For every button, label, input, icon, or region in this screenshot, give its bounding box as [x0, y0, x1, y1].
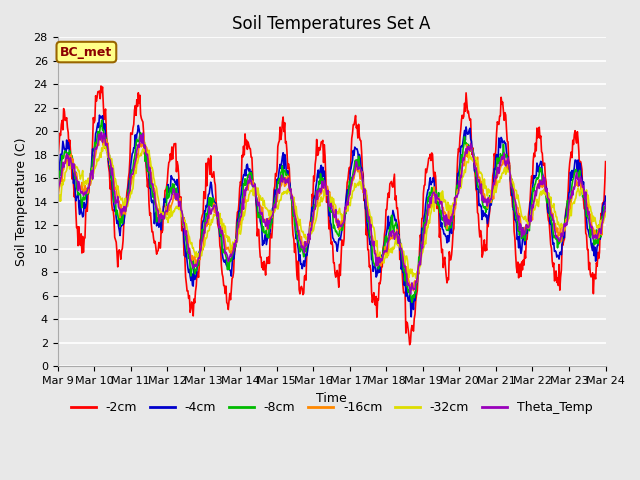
-8cm — [399, 260, 406, 265]
-16cm — [54, 192, 61, 198]
-4cm — [54, 186, 61, 192]
-16cm — [97, 132, 104, 138]
-32cm — [602, 211, 609, 216]
Theta_Temp — [63, 155, 71, 161]
-16cm — [410, 288, 417, 294]
-2cm — [97, 83, 105, 89]
-32cm — [205, 228, 213, 233]
-8cm — [121, 209, 129, 215]
-4cm — [177, 196, 184, 202]
-32cm — [416, 264, 424, 270]
Title: Soil Temperatures Set A: Soil Temperatures Set A — [232, 15, 431, 33]
-32cm — [54, 196, 61, 202]
-2cm — [177, 194, 184, 200]
-8cm — [602, 203, 609, 208]
-4cm — [407, 314, 415, 320]
-4cm — [205, 191, 213, 197]
X-axis label: Time: Time — [316, 392, 347, 405]
-8cm — [177, 202, 184, 207]
-16cm — [416, 261, 424, 267]
-8cm — [63, 151, 71, 157]
-4cm — [95, 112, 103, 118]
-32cm — [177, 204, 184, 209]
-16cm — [399, 252, 406, 257]
Line: -8cm: -8cm — [58, 120, 605, 302]
Line: -16cm: -16cm — [58, 135, 605, 291]
Text: BC_met: BC_met — [60, 46, 113, 59]
Line: -4cm: -4cm — [58, 115, 605, 317]
-16cm — [177, 195, 184, 201]
-32cm — [399, 250, 406, 256]
Theta_Temp — [205, 204, 213, 209]
-16cm — [63, 163, 71, 168]
-8cm — [205, 195, 213, 201]
-16cm — [602, 209, 609, 215]
-4cm — [416, 255, 424, 261]
-2cm — [54, 146, 61, 152]
Y-axis label: Soil Temperature (C): Soil Temperature (C) — [15, 138, 28, 266]
Line: Theta_Temp: Theta_Temp — [58, 132, 605, 294]
Theta_Temp — [54, 190, 61, 195]
-16cm — [205, 213, 213, 218]
-2cm — [205, 159, 213, 165]
Theta_Temp — [406, 291, 414, 297]
-32cm — [412, 276, 420, 281]
-8cm — [416, 259, 424, 264]
-32cm — [141, 141, 149, 146]
-8cm — [408, 300, 416, 305]
-4cm — [399, 270, 406, 276]
Line: -32cm: -32cm — [58, 144, 605, 278]
Theta_Temp — [121, 204, 129, 210]
-2cm — [406, 342, 413, 348]
Theta_Temp — [416, 259, 424, 264]
-16cm — [121, 205, 129, 211]
-4cm — [602, 193, 609, 199]
-2cm — [63, 124, 71, 130]
-4cm — [121, 213, 129, 219]
-32cm — [120, 205, 128, 211]
-2cm — [121, 210, 129, 216]
Line: -2cm: -2cm — [58, 86, 605, 345]
Theta_Temp — [399, 255, 406, 261]
-2cm — [399, 281, 406, 287]
Legend: -2cm, -4cm, -8cm, -16cm, -32cm, Theta_Temp: -2cm, -4cm, -8cm, -16cm, -32cm, Theta_Te… — [66, 396, 597, 420]
-32cm — [63, 162, 71, 168]
-4cm — [63, 146, 71, 152]
Theta_Temp — [177, 199, 184, 204]
-8cm — [54, 197, 61, 203]
-2cm — [416, 246, 424, 252]
-8cm — [98, 117, 106, 123]
-2cm — [602, 159, 609, 165]
Theta_Temp — [98, 130, 106, 135]
Theta_Temp — [602, 200, 609, 205]
